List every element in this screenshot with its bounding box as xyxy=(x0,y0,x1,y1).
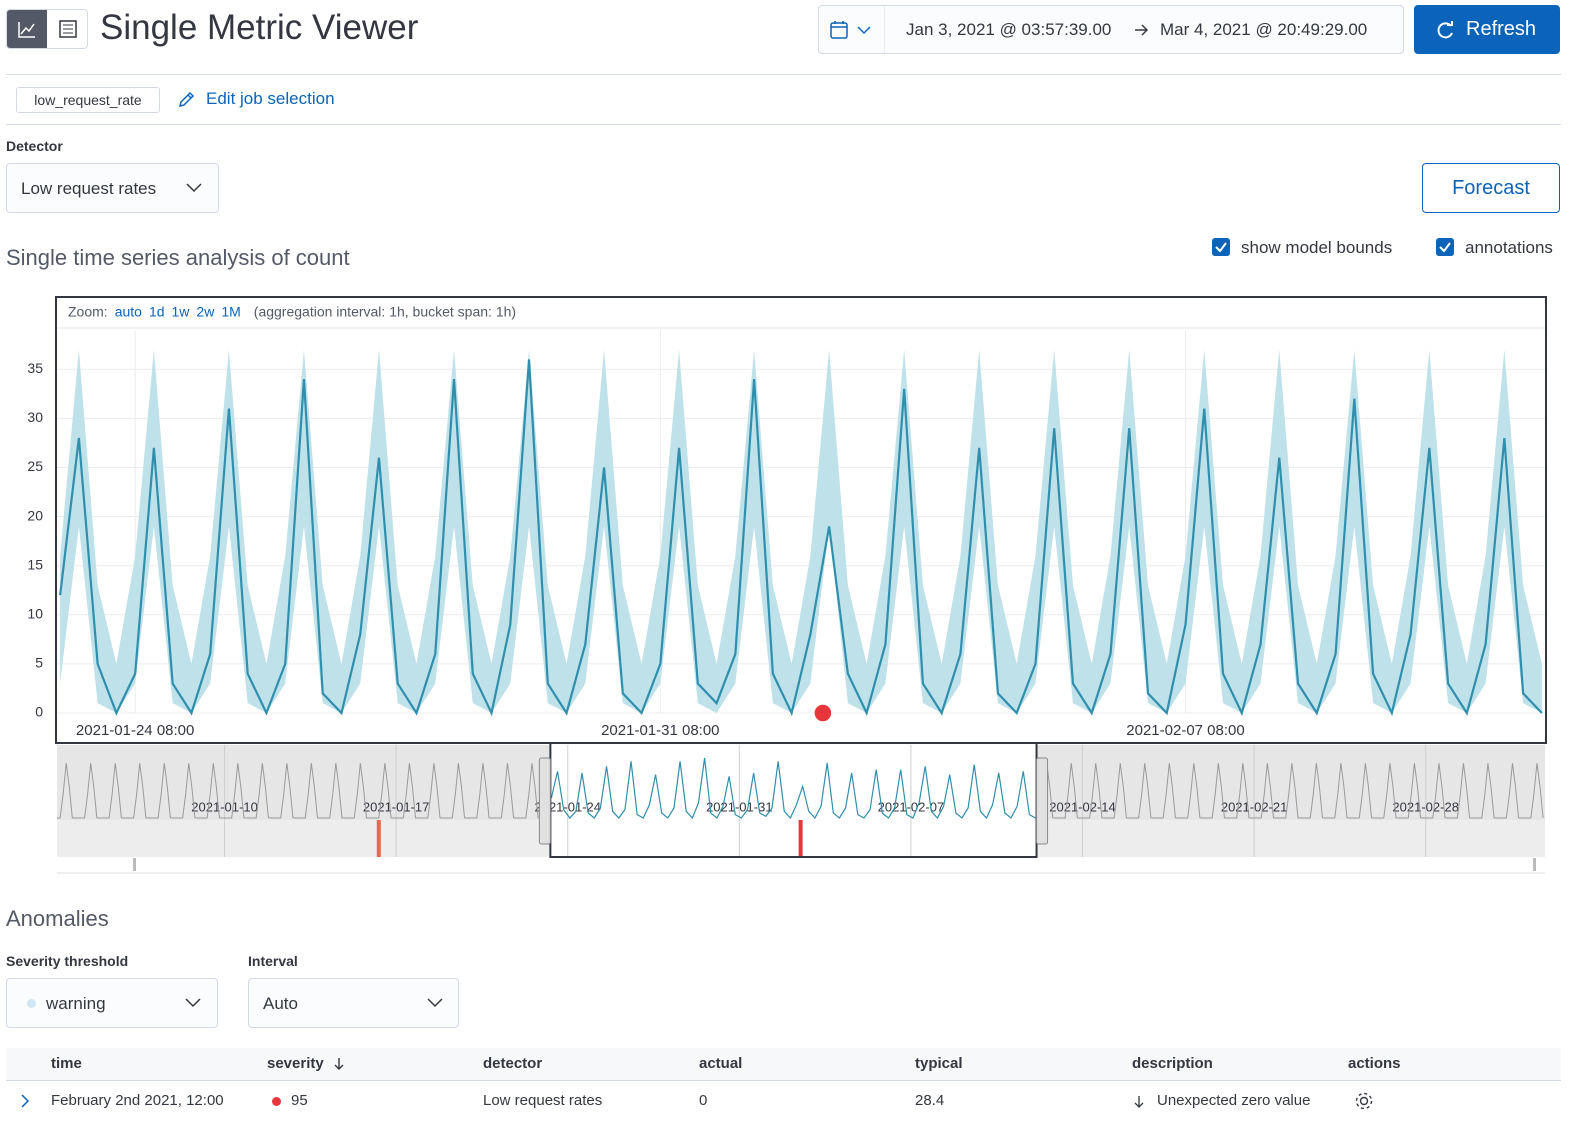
scrollbar-handle xyxy=(133,858,136,871)
cell-actual: 0 xyxy=(699,1092,707,1109)
zoom-option[interactable]: auto xyxy=(115,304,142,320)
severity-select[interactable]: warning xyxy=(6,978,218,1028)
cell-description: Unexpected zero value xyxy=(1157,1092,1310,1109)
table-icon xyxy=(48,10,88,48)
column-header[interactable]: severity xyxy=(267,1055,324,1072)
context-tick-label: 2021-01-17 xyxy=(363,799,430,814)
context-tick-label: 2021-01-31 xyxy=(706,799,773,814)
cell-typical: 28.4 xyxy=(915,1092,944,1109)
detector-select[interactable]: Low request rates xyxy=(6,163,219,213)
context-tick-label: 2021-02-07 xyxy=(878,799,945,814)
chart-icon xyxy=(7,10,47,48)
y-tick-label: 35 xyxy=(27,360,43,376)
table-header xyxy=(6,1048,1561,1081)
y-tick-label: 0 xyxy=(35,704,43,720)
edit-job-link[interactable]: Edit job selection xyxy=(206,89,335,109)
annotations-label[interactable]: annotations xyxy=(1465,238,1553,258)
y-tick-label: 15 xyxy=(27,556,43,572)
cell-severity: 95 xyxy=(291,1092,308,1109)
context-brush-area xyxy=(550,745,1036,857)
scrollbar-handle xyxy=(1533,858,1536,871)
column-header[interactable]: actual xyxy=(699,1055,742,1072)
zoom-option[interactable]: 1d xyxy=(149,304,165,320)
divider xyxy=(6,124,1561,125)
zoom-option[interactable]: 1w xyxy=(172,304,191,320)
expand-row[interactable] xyxy=(16,1092,34,1110)
context-tick-label: 2021-02-28 xyxy=(1392,799,1459,814)
chart: Zoom: auto 1d 1w 2w 1M (aggregation interval: … xyxy=(0,0,1575,880)
actions-gear[interactable] xyxy=(1353,1090,1375,1112)
model-bounds-checkbox[interactable] xyxy=(1212,238,1230,256)
interval-select[interactable]: Auto xyxy=(248,978,459,1028)
column-header[interactable]: detector xyxy=(483,1055,542,1072)
context-tick-label: 2021-02-14 xyxy=(1049,799,1116,814)
interval-label: Interval xyxy=(248,953,298,969)
annotations-checkbox[interactable] xyxy=(1436,238,1454,256)
job-badge: low_request_rate xyxy=(16,87,160,113)
column-header[interactable]: description xyxy=(1132,1055,1213,1072)
y-tick-label: 5 xyxy=(35,655,43,671)
context-anomaly xyxy=(799,820,803,857)
date-arrow xyxy=(1133,21,1151,39)
column-header[interactable]: time xyxy=(51,1055,82,1072)
aggregation-info: (aggregation interval: 1h, bucket span: … xyxy=(254,304,516,320)
refresh-label: Refresh xyxy=(1466,18,1536,41)
y-tick-label: 10 xyxy=(27,605,43,621)
refresh-icon xyxy=(1436,20,1456,40)
context-tick-label: 2021-01-10 xyxy=(191,799,258,814)
forecast-button[interactable]: Forecast xyxy=(1422,163,1560,213)
column-header[interactable]: typical xyxy=(915,1055,963,1072)
x-tick-label: 2021-01-24 08:00 xyxy=(76,722,194,739)
anomalies-title: Anomalies xyxy=(6,906,109,932)
column-header[interactable]: actions xyxy=(1348,1055,1401,1072)
context-tick-label: 2021-02-21 xyxy=(1221,799,1288,814)
detector-label: Detector xyxy=(6,138,63,154)
chevron xyxy=(426,996,444,1010)
chevron xyxy=(184,996,202,1010)
divider xyxy=(6,74,1561,75)
table-view-button[interactable] xyxy=(48,10,88,48)
severity-label: Severity threshold xyxy=(6,953,128,969)
edit-icon[interactable] xyxy=(176,90,196,110)
y-tick-label: 25 xyxy=(27,458,43,474)
brush-handle xyxy=(539,758,550,844)
chart-view-button[interactable] xyxy=(7,10,47,48)
zoom-option[interactable]: 2w xyxy=(196,304,215,320)
zoom-option[interactable]: 1M xyxy=(221,304,240,320)
severity-dot xyxy=(272,1097,281,1106)
date-end[interactable]: Mar 4, 2021 @ 20:49:29.00 xyxy=(1160,20,1367,40)
x-tick-label: 2021-02-07 08:00 xyxy=(1126,722,1244,739)
page-title: Single Metric Viewer xyxy=(100,8,418,48)
chevron xyxy=(185,181,203,195)
detector-value[interactable]: Low request rates xyxy=(21,179,156,199)
anomaly-marker xyxy=(814,704,832,722)
view-switch xyxy=(6,9,88,49)
refresh-button[interactable]: Refresh xyxy=(1414,5,1560,54)
brush-handle xyxy=(1037,758,1048,844)
date-picker[interactable]: Jan 3, 2021 @ 03:57:39.00 Mar 4, 2021 @ … xyxy=(818,5,1404,54)
down-arrow xyxy=(1132,1094,1146,1110)
cell-detector: Low request rates xyxy=(483,1092,602,1109)
sort-icon[interactable] xyxy=(332,1056,346,1077)
severity-dot xyxy=(27,999,36,1008)
model-bounds-label[interactable]: show model bounds xyxy=(1241,238,1392,258)
date-start[interactable]: Jan 3, 2021 @ 03:57:39.00 xyxy=(906,20,1111,40)
severity-value[interactable]: warning xyxy=(46,994,106,1014)
x-tick-label: 2021-01-31 08:00 xyxy=(601,722,719,739)
cell-time: February 2nd 2021, 12:00 xyxy=(51,1092,224,1109)
y-tick-label: 30 xyxy=(27,409,43,425)
calendar-icon[interactable] xyxy=(819,6,885,53)
interval-value[interactable]: Auto xyxy=(263,994,298,1014)
context-anomaly xyxy=(377,820,381,857)
analysis-title: Single time series analysis of count xyxy=(6,245,350,271)
y-tick-label: 20 xyxy=(27,507,43,523)
zoom-label: Zoom: xyxy=(68,304,108,320)
